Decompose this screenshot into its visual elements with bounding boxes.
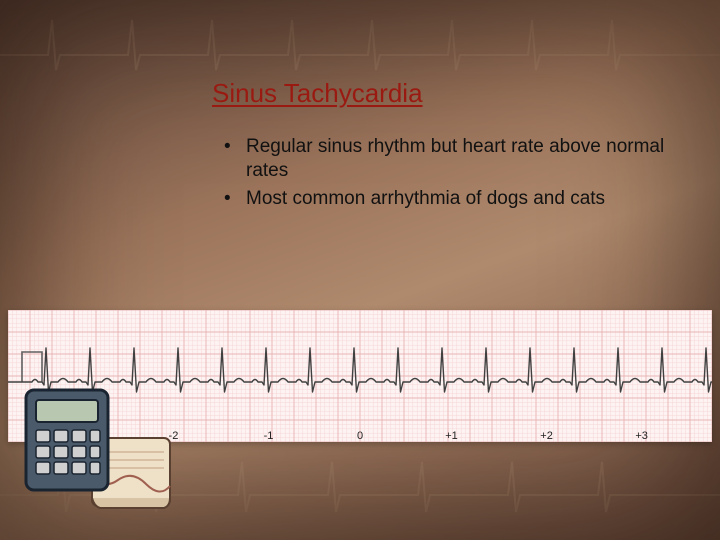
- bullet-item: Regular sinus rhythm but heart rate abov…: [222, 135, 690, 183]
- slide-title: Sinus Tachycardia: [212, 78, 423, 109]
- calculator-clipart: [14, 380, 174, 510]
- background-ecg-top: [0, 0, 720, 90]
- bullet-list: Regular sinus rhythm but heart rate abov…: [222, 135, 690, 214]
- bullet-item: Most common arrhythmia of dogs and cats: [222, 187, 690, 211]
